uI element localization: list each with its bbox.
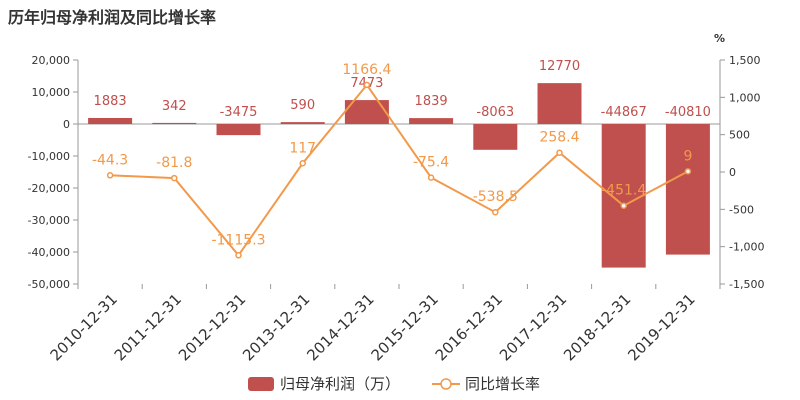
x-tick-label: 2016-12-31 xyxy=(432,290,506,364)
x-tick-label: 2013-12-31 xyxy=(239,290,313,364)
growth-data-label: 258.4 xyxy=(539,130,579,146)
growth-data-label: 117 xyxy=(289,140,316,156)
growth-point xyxy=(106,172,114,179)
right-tick-label: 500 xyxy=(729,129,750,142)
right-tick-label: 0 xyxy=(729,166,736,179)
right-axis-unit: % xyxy=(714,32,725,45)
left-tick-label: -20,000 xyxy=(28,182,70,195)
right-tick-label: 1,500 xyxy=(729,54,761,67)
x-tick-label: 2014-12-31 xyxy=(303,290,377,364)
growth-line xyxy=(110,83,689,257)
growth-data-label: -44.3 xyxy=(92,152,128,168)
growth-data-label: -538.5 xyxy=(473,189,518,205)
bar xyxy=(152,122,197,124)
right-tick-label: -1,000 xyxy=(729,241,764,254)
bar xyxy=(88,117,133,124)
bar-data-label: 342 xyxy=(162,99,187,114)
bar-data-label: 12770 xyxy=(539,59,580,74)
growth-data-label: -451.4 xyxy=(601,183,646,199)
bar xyxy=(344,100,389,124)
growth-data-label: -75.4 xyxy=(413,155,449,171)
growth-data-label: 1166.4 xyxy=(342,62,391,78)
bar xyxy=(216,124,261,136)
x-tick-label: 2015-12-31 xyxy=(368,290,442,364)
bar xyxy=(409,118,454,124)
growth-data-label: -81.8 xyxy=(156,155,192,171)
growth-point xyxy=(620,202,627,209)
chart-title: 历年归母净利润及同比增长率 xyxy=(8,8,217,27)
legend-line-marker xyxy=(440,378,452,390)
bar-data-label: 590 xyxy=(290,98,315,113)
right-tick-label: -1,500 xyxy=(729,278,764,291)
bar xyxy=(537,83,582,124)
bar-data-label: -40810 xyxy=(665,105,711,120)
x-tick-label: 2019-12-31 xyxy=(624,290,698,364)
growth-point xyxy=(235,252,242,259)
x-tick-label: 2010-12-31 xyxy=(47,290,121,364)
right-tick-label: 1,000 xyxy=(729,91,761,104)
left-tick-label: 0 xyxy=(63,118,70,131)
left-tick-label: 20,000 xyxy=(32,54,71,67)
legend-bar-swatch xyxy=(248,377,274,391)
growth-data-label: 9 xyxy=(683,148,692,164)
growth-data-label: -1115.3 xyxy=(211,232,265,248)
growth-point xyxy=(427,174,435,181)
x-tick-label: 2018-12-31 xyxy=(560,290,634,364)
bar-data-label: -44867 xyxy=(601,105,647,120)
growth-point xyxy=(684,168,692,175)
left-tick-label: 10,000 xyxy=(32,86,71,99)
growth-point xyxy=(556,149,563,156)
left-tick-label: -30,000 xyxy=(28,214,70,227)
legend-bar-label: 归母净利润（万） xyxy=(280,375,400,393)
growth-point xyxy=(299,160,306,167)
growth-point xyxy=(171,174,178,182)
bar-data-label: -3475 xyxy=(220,105,258,120)
bar xyxy=(665,124,710,255)
x-tick-label: 2012-12-31 xyxy=(175,290,249,364)
growth-point xyxy=(363,81,371,89)
bar xyxy=(280,122,325,124)
bar xyxy=(473,124,518,150)
x-tick-label: 2011-12-31 xyxy=(111,290,185,364)
bar-data-label: 1883 xyxy=(94,94,127,109)
bar-data-label: 1839 xyxy=(415,94,448,109)
bar xyxy=(601,124,646,268)
left-tick-label: -50,000 xyxy=(28,278,70,291)
left-tick-label: -10,000 xyxy=(28,150,70,163)
growth-point xyxy=(492,208,499,216)
legend-line-label: 同比增长率 xyxy=(465,375,540,393)
left-tick-label: -40,000 xyxy=(28,246,70,259)
bar-data-label: -8063 xyxy=(476,105,514,120)
right-tick-label: -500 xyxy=(729,203,754,216)
x-tick-label: 2017-12-31 xyxy=(496,290,570,364)
